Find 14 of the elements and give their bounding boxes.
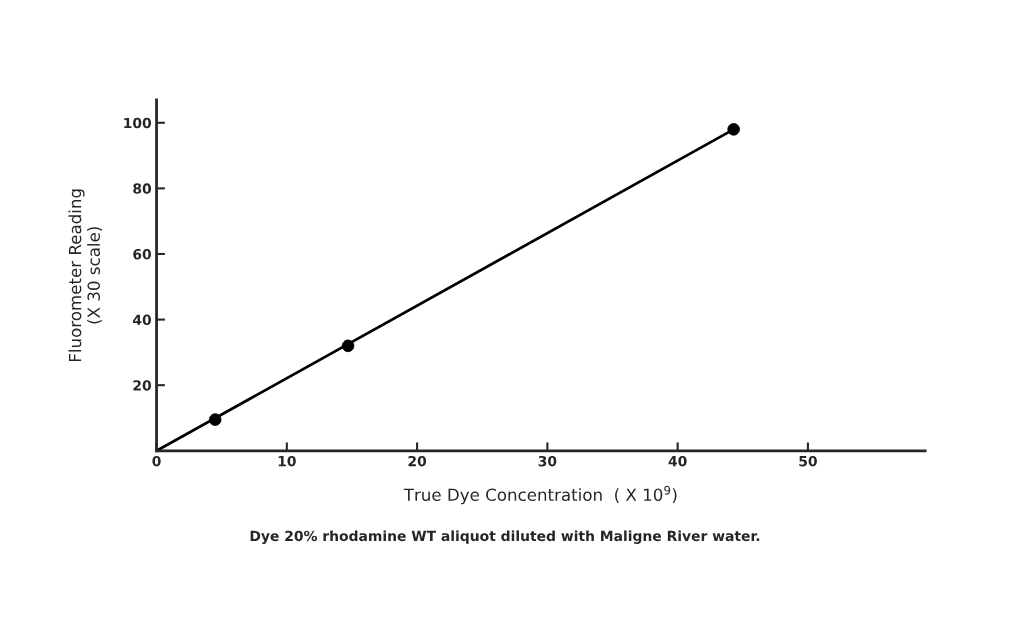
x-tick-label: 20 bbox=[408, 455, 427, 467]
text: Dye 20% rhodamine WT aliquot diluted with Maligne River water. bbox=[250, 530, 760, 544]
x-tick-label: 40 bbox=[668, 455, 687, 467]
y-tick-label: 60 bbox=[133, 248, 152, 260]
x-tick-label: 0 bbox=[152, 455, 161, 467]
x-tick-label: 30 bbox=[538, 455, 557, 467]
x-tick-label: 50 bbox=[799, 455, 817, 467]
x-tick-label: 10 bbox=[278, 455, 296, 467]
y-tick-label: 80 bbox=[133, 183, 152, 194]
y-tick-label: 20 bbox=[133, 380, 152, 391]
y-tick-label: 100 bbox=[124, 117, 152, 129]
x-axis-title: True Dye Concentration ( X 10$^{9}$) bbox=[403, 485, 677, 505]
y-axis-title: Fluorometer Reading (X 30 scale) bbox=[68, 189, 102, 362]
y-tick-label: 40 bbox=[132, 314, 152, 326]
